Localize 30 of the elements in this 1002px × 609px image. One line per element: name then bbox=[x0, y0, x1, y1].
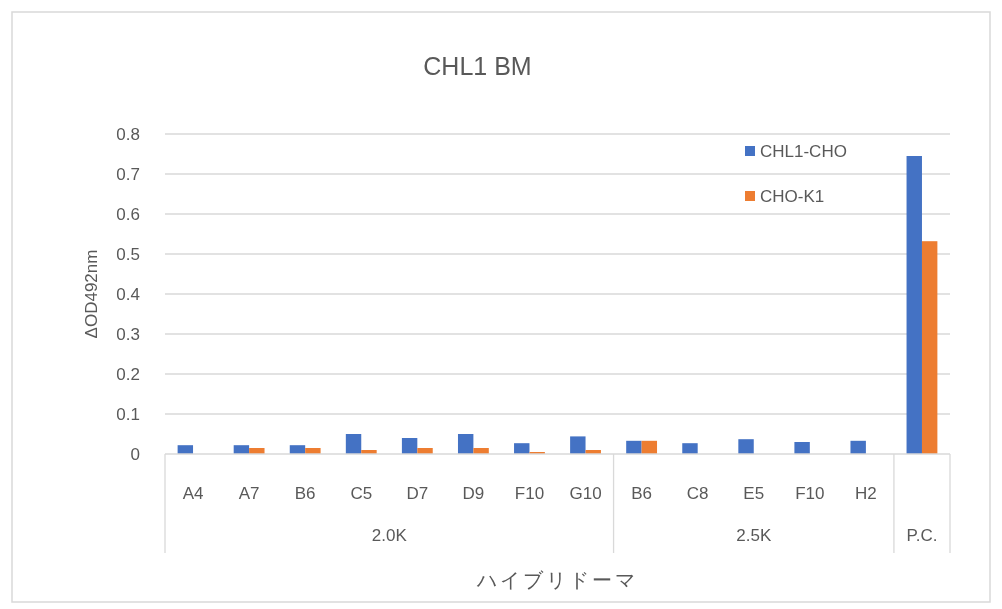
y-tick-label: 0.2 bbox=[116, 365, 140, 384]
chart-title: CHL1 BM bbox=[423, 52, 532, 80]
legend-label: CHO-K1 bbox=[760, 187, 825, 206]
x-tick-label: A7 bbox=[238, 484, 260, 503]
y-tick-label: 0.5 bbox=[116, 245, 140, 264]
x-tick-label: C5 bbox=[350, 484, 373, 503]
x-tick-label: D9 bbox=[462, 484, 485, 503]
x-tick-label: F10 bbox=[514, 484, 545, 503]
x-tick-label: B6 bbox=[631, 484, 653, 503]
y-axis-title: ΔOD492nm bbox=[82, 249, 101, 339]
legend-label: CHL1-CHO bbox=[760, 142, 847, 161]
x-tick-label: B6 bbox=[294, 484, 316, 503]
y-tick-label: 0.7 bbox=[116, 165, 140, 184]
y-tick-label: 0.6 bbox=[116, 205, 140, 224]
y-tick-label: 0.1 bbox=[116, 405, 140, 424]
x-tick-label: E5 bbox=[743, 484, 765, 503]
text: 2.0K bbox=[371, 526, 408, 545]
x-tick-label: D7 bbox=[406, 484, 429, 503]
x-tick-label: F10 bbox=[795, 484, 825, 503]
x-tick-label: G10 bbox=[569, 484, 602, 503]
y-tick-label: 0 bbox=[130, 445, 140, 464]
y-tick-label: 0.8 bbox=[116, 125, 140, 144]
x-axis-title: ハイブリドーマ bbox=[476, 569, 638, 591]
y-tick-label: 0.3 bbox=[116, 325, 140, 344]
x-tick-label: C8 bbox=[686, 484, 709, 503]
x-tick-label: H2 bbox=[855, 484, 877, 503]
text: P.C. bbox=[906, 526, 938, 545]
y-tick-label: 0.4 bbox=[116, 285, 140, 304]
text: 2.5K bbox=[736, 526, 772, 545]
x-tick-label: A4 bbox=[182, 484, 204, 503]
